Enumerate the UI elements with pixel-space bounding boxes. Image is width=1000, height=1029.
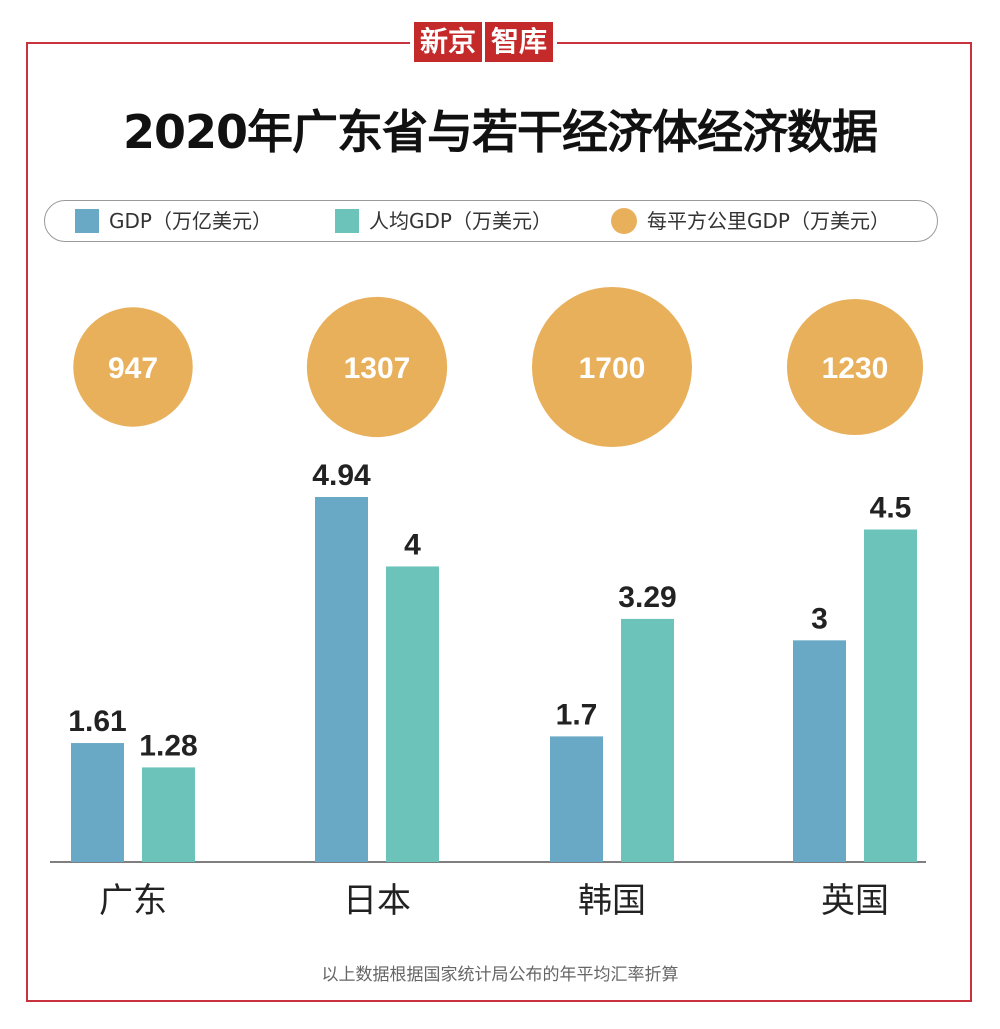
bubble-0	[73, 307, 193, 427]
bar-value-label: 1.28	[139, 729, 197, 762]
category-label: 韩国	[578, 881, 646, 921]
legend-item-per-capita: 人均GDP（万美元）	[335, 201, 552, 241]
legend-item-gdp: GDP（万亿美元）	[75, 201, 272, 241]
legend-label-gdp: GDP（万亿美元）	[109, 209, 272, 233]
bubble-value-label: 1700	[579, 352, 646, 385]
category-label: 英国	[821, 881, 889, 921]
chart-title: 2020年广东省与若干经济体经济数据	[122, 105, 878, 159]
bar-per-capita-3	[864, 529, 917, 862]
legend-swatch-gdp	[75, 209, 99, 233]
bar-value-label: 1.61	[68, 705, 126, 738]
bar-value-label: 4.94	[312, 459, 371, 492]
bubble-value-label: 947	[108, 352, 158, 385]
footnote: 以上数据根据国家统计局公布的年平均汇率折算	[321, 965, 679, 985]
bubble-2	[532, 287, 692, 447]
bar-gdp-2	[550, 736, 603, 862]
bar-value-label: 1.7	[556, 698, 598, 731]
category-label: 广东	[99, 881, 167, 921]
logo-part-1: 新京	[414, 22, 483, 62]
bar-gdp-3	[793, 640, 846, 862]
bar-gdp-0	[71, 743, 124, 862]
bubble-value-label: 1307	[344, 352, 411, 385]
bar-gdp-1	[315, 497, 368, 862]
legend-swatch-per-km2	[611, 208, 637, 234]
bar-per-capita-1	[386, 566, 439, 862]
bubble-3	[786, 298, 924, 436]
legend-item-per-km2: 每平方公里GDP（万美元）	[611, 201, 890, 241]
bar-value-label: 4.5	[870, 492, 912, 525]
category-label: 日本	[343, 881, 411, 921]
bar-value-label: 3	[811, 602, 828, 635]
bar-per-capita-0	[142, 767, 195, 862]
bubble-value-label: 1230	[822, 352, 889, 385]
bubble-1	[306, 296, 448, 438]
legend-label-per-capita: 人均GDP（万美元）	[369, 209, 552, 233]
legend-label-per-km2: 每平方公里GDP（万美元）	[647, 209, 890, 233]
brand-logo: 新京 智库	[414, 22, 554, 62]
bar-value-label: 4	[404, 528, 421, 561]
bar-value-label: 3.29	[618, 581, 676, 614]
legend: GDP（万亿美元） 人均GDP（万美元） 每平方公里GDP（万美元）	[44, 200, 938, 242]
legend-swatch-per-capita	[335, 209, 359, 233]
bar-per-capita-2	[621, 618, 674, 862]
logo-part-2: 智库	[485, 22, 554, 62]
